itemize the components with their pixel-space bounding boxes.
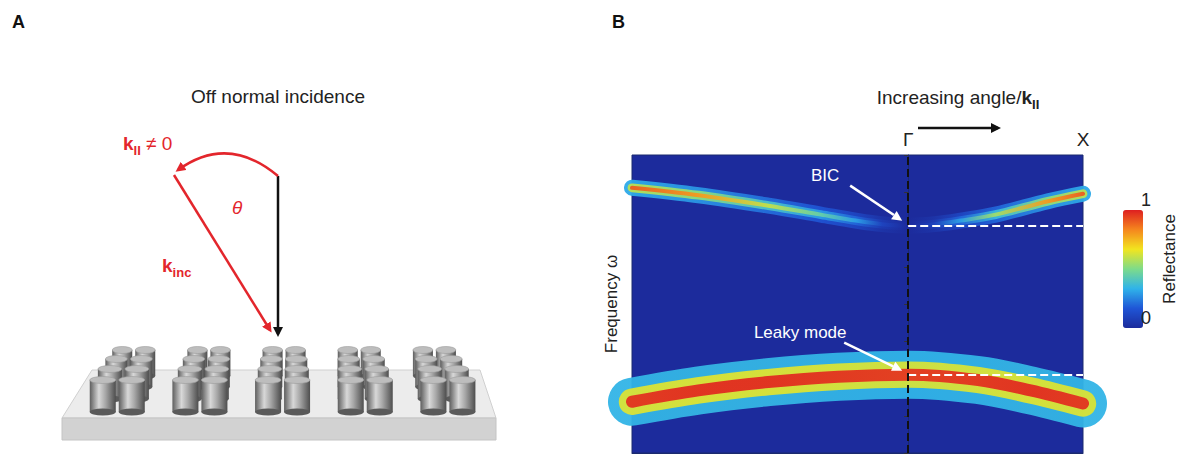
- svg-text:Leaky mode: Leaky mode: [754, 323, 847, 342]
- svg-text:Increasing angle/kII: Increasing angle/kII: [877, 87, 1040, 112]
- svg-text:A: A: [12, 12, 25, 32]
- svg-text:Off normal incidence: Off normal incidence: [191, 86, 365, 107]
- svg-text:kII ≠ 0: kII ≠ 0: [123, 133, 172, 158]
- svg-text:B: B: [612, 12, 625, 32]
- svg-text:θ: θ: [232, 197, 243, 218]
- svg-text:0: 0: [1141, 308, 1151, 328]
- svg-text:Reflectance: Reflectance: [1160, 214, 1179, 304]
- svg-text:Γ: Γ: [903, 129, 913, 150]
- svg-text:kinc: kinc: [162, 255, 191, 280]
- svg-text:BIC: BIC: [811, 166, 839, 185]
- svg-text:1: 1: [1141, 190, 1151, 210]
- svg-text:X: X: [1077, 129, 1090, 150]
- svg-text:Frequency ω: Frequency ω: [602, 255, 621, 353]
